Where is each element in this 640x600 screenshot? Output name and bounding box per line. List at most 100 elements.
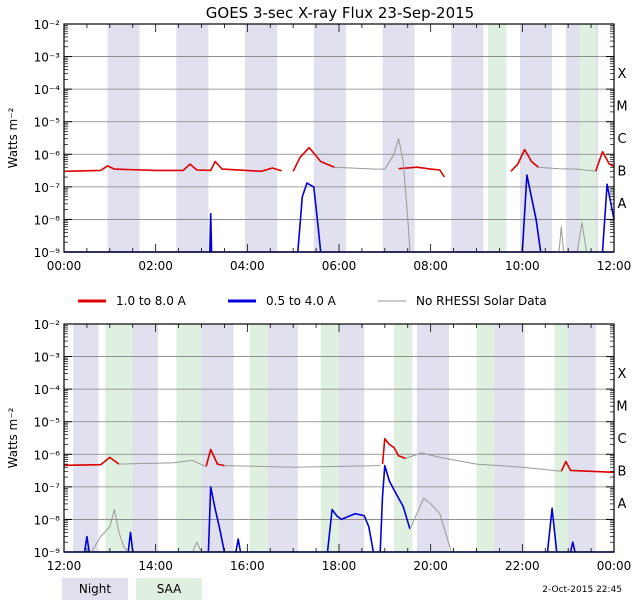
saa-band [554, 324, 569, 552]
y-tick-label: 10⁻⁹ [34, 246, 61, 260]
flare-class-label: X [618, 67, 627, 82]
saa-band [476, 324, 495, 552]
x-tick-label: 00:00 [597, 559, 632, 573]
flare-class-label: M [616, 399, 627, 414]
saa-band [320, 324, 339, 552]
y-tick-label: 10⁻² [34, 318, 61, 332]
series-blue-line [546, 507, 558, 553]
series-blue-line [569, 541, 576, 553]
y-tick-label: 10⁻⁷ [34, 181, 61, 195]
night-band [73, 324, 99, 552]
saa-band [394, 324, 413, 552]
series-gray-line [538, 166, 596, 172]
legend-label-red: 1.0 to 8.0 A [116, 294, 187, 308]
saa-band [249, 324, 268, 552]
series-red-line [510, 148, 539, 172]
series-blue-line [326, 508, 375, 553]
flare-class-label: A [618, 197, 627, 212]
series-gray-line [224, 465, 381, 468]
y-tick-label: 10⁻⁷ [34, 481, 61, 495]
night-band [245, 24, 278, 252]
saa-band [105, 324, 133, 552]
series-blue-line [379, 464, 411, 553]
footer-key: Night SAA 2-Oct-2015 22:45 [62, 578, 622, 600]
y-tick-label: 10⁻² [34, 18, 61, 32]
night-band [416, 324, 449, 552]
flare-class-label: C [617, 132, 626, 147]
legend: 1.0 to 8.0 A 0.5 to 4.0 A No RHESSI Sola… [78, 294, 547, 308]
flare-class-label: C [617, 432, 626, 447]
saa-band [579, 24, 596, 252]
saa-band [176, 324, 202, 552]
saa-label: SAA [157, 582, 182, 596]
series-red-line [63, 160, 282, 173]
series-blue-line [521, 174, 542, 253]
night-band [176, 24, 209, 252]
x-tick-label: 14:00 [138, 559, 173, 573]
legend-label-blue: 0.5 to 4.0 A [266, 294, 337, 308]
x-tick-label: 12:00 [597, 259, 632, 273]
night-band [520, 24, 553, 252]
x-tick-label: 08:00 [413, 259, 448, 273]
x-tick-label: 16:00 [230, 559, 265, 573]
series-gray-line [91, 509, 129, 553]
x-tick-label: 18:00 [322, 559, 357, 573]
footer-timestamp: 2-Oct-2015 22:45 [542, 585, 622, 595]
y-tick-label: 10⁻³ [34, 351, 61, 365]
flare-class-label: M [616, 99, 627, 114]
saa-band [487, 24, 507, 252]
y-tick-label: 10⁻⁵ [34, 416, 61, 430]
flare-class-label: A [618, 497, 627, 512]
series-red-line [63, 456, 120, 467]
saa-swatch [136, 578, 202, 600]
flare-class-label: X [618, 367, 627, 382]
night-swatch [62, 578, 128, 600]
series-blue-line [297, 182, 322, 253]
y-tick-label: 10⁻⁹ [34, 546, 61, 560]
chart-panel-top: 00:00 02:00 04:00 06:00 08:00 10:00 12:00 10⁻² 1… [6, 18, 631, 273]
figure-title: GOES 3-sec X-ray Flux 23-Sep-2015 [206, 4, 474, 22]
night-band [130, 324, 158, 552]
y-tick-label: 10⁻⁸ [34, 213, 61, 227]
y-tick-label: 10⁻⁶ [34, 448, 61, 462]
series-blue-line [601, 183, 615, 253]
series-gray-line [118, 459, 207, 468]
y-tick-label: 10⁻⁵ [34, 116, 61, 130]
x-tick-label: 02:00 [138, 259, 173, 273]
series-red-line [594, 150, 615, 172]
x-tick-label: 06:00 [322, 259, 357, 273]
x-tick-label: 12:00 [47, 559, 82, 573]
series-gray-line [405, 452, 562, 472]
x-tick-label: 20:00 [413, 559, 448, 573]
series-blue-line [235, 538, 242, 553]
series-red-line [381, 437, 406, 465]
series-gray-line [191, 541, 202, 553]
night-band [565, 324, 596, 552]
night-band [492, 324, 525, 552]
x-tick-label: 22:00 [505, 559, 540, 573]
series-red-line [560, 460, 615, 474]
night-band [201, 324, 234, 552]
chart-panel-bottom: 12:00 14:00 16:00 18:00 20:00 22:00 00:00 10⁻² 1… [6, 318, 631, 573]
series-red-line [205, 448, 225, 467]
legend-label-gray: No RHESSI Solar Data [416, 294, 547, 308]
night-label: Night [79, 582, 112, 596]
series-gray-line [576, 222, 587, 253]
night-band [382, 24, 415, 252]
series-blue-line [83, 535, 90, 553]
series-gray-line [334, 138, 411, 253]
x-tick-label: 00:00 [47, 259, 82, 273]
y-tick-label: 10⁻⁶ [34, 148, 61, 162]
x-tick-label: 10:00 [505, 259, 540, 273]
night-band [451, 24, 484, 252]
flare-class-label: B [618, 465, 627, 480]
series-red-line [292, 146, 335, 172]
y-axis-label: Watts m⁻² [6, 107, 20, 168]
night-band [265, 324, 298, 552]
night-band [107, 24, 140, 252]
y-tick-label: 10⁻³ [34, 51, 61, 65]
y-tick-label: 10⁻⁴ [34, 83, 61, 97]
y-axis-label: Watts m⁻² [6, 407, 20, 468]
series-red-line [398, 166, 446, 178]
